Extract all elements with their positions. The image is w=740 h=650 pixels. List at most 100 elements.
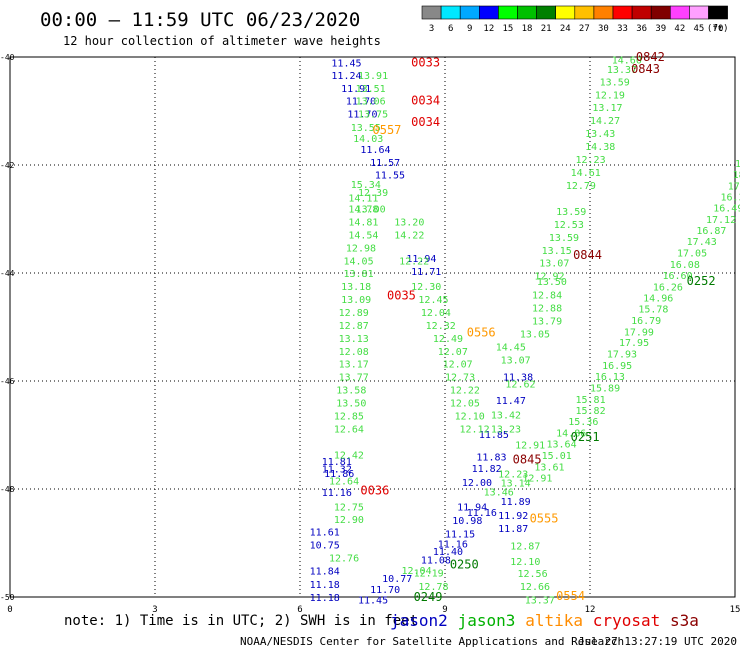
data-point-s3a: 0843 xyxy=(631,62,660,76)
data-point-jason2: 11.16 xyxy=(438,540,468,551)
data-point-jason3: 12.19 xyxy=(595,90,625,101)
data-point-jason3: 14.96 xyxy=(643,293,673,304)
data-point-jason2: 11.57 xyxy=(370,158,400,169)
data-point-jason3: 16.08 xyxy=(670,260,700,271)
data-point-jason2: 11.85 xyxy=(479,430,509,441)
data-point-jason3: 17.95 xyxy=(619,338,649,349)
data-point-jason2: 11.89 xyxy=(501,497,531,508)
plot-frame xyxy=(9,56,736,598)
data-point-jason3: 12.07 xyxy=(443,360,473,371)
data-point-jason2: 11.81 xyxy=(322,457,352,468)
y-tick-label: -44 xyxy=(0,269,15,278)
data-point-jason3: 13.05 xyxy=(520,329,550,340)
data-point-jason2: 11.45 xyxy=(358,596,388,607)
data-point-jason3: 14.86 xyxy=(556,428,586,439)
data-point-jason2: 11.87 xyxy=(498,524,528,535)
colorbar-swatch xyxy=(517,5,537,20)
colorbar-label: 18 xyxy=(522,24,533,34)
data-point-jason3: 12.66 xyxy=(520,582,550,593)
data-point-jason3: 16.13 xyxy=(595,372,625,383)
data-point-jason3: 14.03 xyxy=(353,134,383,145)
data-point-jason3: 16.26 xyxy=(653,283,683,294)
data-point-jason3: 14.78 xyxy=(348,205,378,216)
data-point-jason2: 11.94 xyxy=(406,254,436,265)
data-point-jason2: 11.70 xyxy=(347,110,377,121)
y-tick-labels: -40 -42 -44 -46 -48 -50 xyxy=(0,53,15,602)
data-point-jason3: 13.00 xyxy=(356,205,386,216)
data-point-jason3: 16.38 xyxy=(721,192,740,203)
x-tick-label: 9 xyxy=(442,605,447,615)
data-point-jason3: 13.58 xyxy=(336,386,366,397)
colorbar-label: 42 xyxy=(674,24,685,34)
data-point-jason3: 13.15 xyxy=(542,246,572,257)
data-point-jason3: 12.30 xyxy=(411,282,441,293)
data-point-jason3: 13.07 xyxy=(501,355,531,366)
data-point-jason3: 12.78 xyxy=(418,582,448,593)
colorbar-label: 24 xyxy=(560,24,571,34)
data-point-jason3: 13.59 xyxy=(549,233,579,244)
data-point-jason2: 11.94 xyxy=(457,502,487,513)
colorbar-label: 30 xyxy=(598,24,609,34)
data-point-jason3: 13.20 xyxy=(394,218,424,229)
data-point-jason3: 13.14 xyxy=(501,479,531,490)
data-point-jason2: 11.16 xyxy=(467,508,497,519)
data-point-jason3: 12.88 xyxy=(532,304,562,315)
data-point-s3a: 0251 xyxy=(571,430,600,444)
data-point-jason3: 13.42 xyxy=(491,410,521,421)
data-point-jason2: 11.92 xyxy=(498,511,528,522)
data-point-jason3: 15.82 xyxy=(576,406,606,417)
data-point-jason3: 15.81 xyxy=(576,395,606,406)
colorbar-swatch xyxy=(459,5,480,20)
colorbar-legend: 3 6 9 12 15 18 21 24 27 30 33 36 39 42 45 70(ft) xyxy=(421,5,729,34)
data-point-jason3: 14.05 xyxy=(344,257,374,268)
x-tick-label: 0 xyxy=(7,605,12,615)
colorbar-swatch xyxy=(555,5,576,20)
data-point-jason3: 12.08 xyxy=(339,347,369,358)
data-point-s3a: 0252 xyxy=(687,274,716,288)
footer-timestamp: Jul 27 13:27:19 UTC 2020 xyxy=(578,635,737,648)
data-point-jason3: 12.32 xyxy=(426,321,456,332)
footer-credit: NOAA/NESDIS Center for Satellite Applica… xyxy=(240,635,624,648)
data-point-jason2: 11.18 xyxy=(310,593,340,604)
data-point-jason2: 11.40 xyxy=(433,547,463,558)
data-point-jason3: 12.04 xyxy=(402,566,432,577)
data-point-jason3: 12.75 xyxy=(334,502,364,513)
data-point-s3a: 0842 xyxy=(636,50,665,64)
data-point-jason3: 12.49 xyxy=(433,334,463,345)
data-point-jason3: 13.55 xyxy=(351,123,381,134)
data-point-s3a: 0844 xyxy=(573,248,602,262)
data-point-jason2: 11.82 xyxy=(472,464,502,475)
x-tick-label: 6 xyxy=(297,605,302,615)
y-tick-label: -50 xyxy=(0,593,15,602)
x-tick-label: 15 xyxy=(730,605,740,615)
chart-subtitle: 12 hour collection of altimeter wave hei… xyxy=(63,34,381,48)
data-point-jason3: 12.79 xyxy=(566,181,596,192)
data-point-jason2: 10.77 xyxy=(382,574,412,585)
data-point-jason3: 13.46 xyxy=(484,488,514,499)
data-point-jason3: 12.39 xyxy=(358,188,388,199)
data-point-jason3: 12.04 xyxy=(421,308,451,319)
colorbar-label: 21 xyxy=(541,24,552,34)
data-point-jason3: 14.60 xyxy=(612,56,642,67)
colorbar-label: 36 xyxy=(636,24,647,34)
data-point-jason2: 11.64 xyxy=(360,145,390,156)
data-point-s3a: 0845 xyxy=(513,452,542,466)
data-point-jason3: 13.61 xyxy=(534,462,564,473)
colorbar-swatch xyxy=(498,5,518,20)
data-point-jason3: 13.51 xyxy=(356,84,386,95)
colorbar-swatch xyxy=(593,5,614,20)
data-point-jason2: 11.70 xyxy=(370,585,400,596)
data-point-jason2: 11.84 xyxy=(310,567,340,578)
data-point-jason3: 16.79 xyxy=(631,316,661,327)
data-point-jason2: 11.38 xyxy=(503,373,533,384)
data-point-jason3: 12.84 xyxy=(532,291,562,302)
data-point-jason3: 14.61 xyxy=(571,168,601,179)
data-point-jason3: 17.05 xyxy=(677,248,707,259)
data-point-jason3: 12.22 xyxy=(399,257,429,268)
data-point-jason3: 13.91 xyxy=(358,71,388,82)
y-tick-label: -40 xyxy=(0,53,15,62)
colorbar-swatch xyxy=(536,5,556,20)
data-point-jason3: 12.45 xyxy=(418,295,448,306)
data-point-jason3: 15.89 xyxy=(590,383,620,394)
